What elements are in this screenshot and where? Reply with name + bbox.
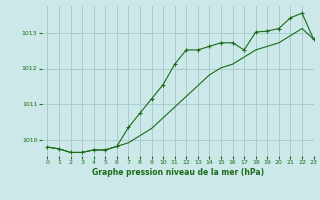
X-axis label: Graphe pression niveau de la mer (hPa): Graphe pression niveau de la mer (hPa) [92, 168, 264, 177]
